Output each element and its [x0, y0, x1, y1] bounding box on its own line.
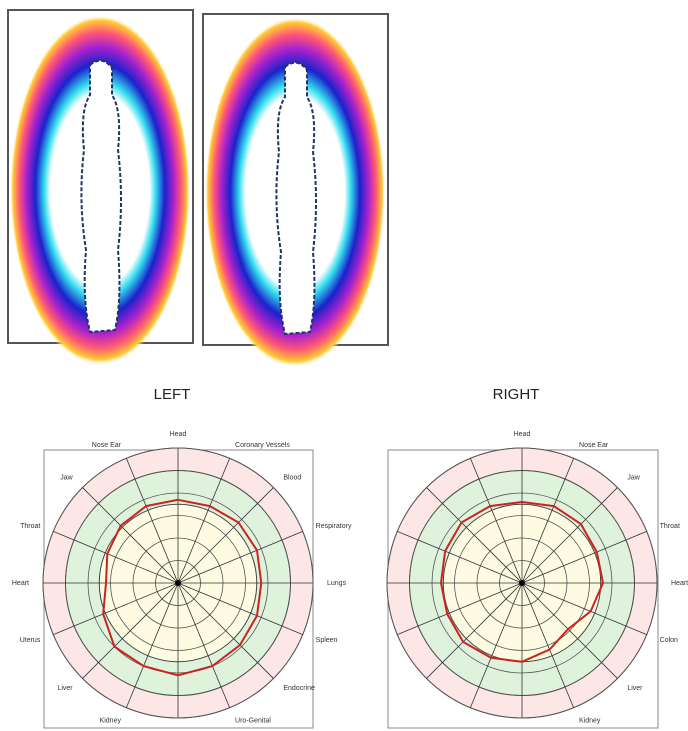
spoke: [125, 582, 179, 708]
category-label: Nose Ear: [92, 442, 122, 449]
spoke: [177, 582, 231, 708]
gdv-image-right: [202, 13, 389, 367]
category-label: Heart: [12, 580, 29, 587]
radar-chart: LEFT Head Coronary Vessels Blood Respiratory…: [12, 386, 352, 725]
category-label: Colon: [660, 637, 678, 644]
chart-title: RIGHT: [493, 386, 540, 403]
category-label: Jaw: [60, 474, 73, 481]
category-label: Jaw: [627, 474, 640, 481]
spoke: [521, 530, 647, 584]
category-label: Respiratory: [316, 523, 352, 530]
radar-chart: RIGHT Head Nose Ear Jaw Throat Heart Colon Live…: [386, 386, 688, 725]
spoke: [426, 582, 523, 679]
category-label: Head: [170, 431, 187, 438]
category-label: Kidney: [100, 718, 122, 725]
spoke: [177, 487, 274, 584]
category-label: Uterus: [20, 637, 41, 644]
spoke: [521, 458, 575, 584]
category-label: Kidney: [579, 718, 601, 725]
category-label: Heart: [671, 580, 688, 587]
spoke: [125, 458, 179, 584]
category-label: Endocrine: [283, 685, 315, 692]
spoke: [521, 582, 618, 679]
category-label: Head: [514, 431, 531, 438]
spoke: [82, 582, 179, 679]
spoke: [397, 582, 523, 636]
category-label: Lungs: [327, 580, 347, 587]
spoke: [521, 582, 575, 708]
spoke: [177, 458, 231, 584]
category-label: Throat: [660, 523, 680, 530]
spoke: [521, 487, 618, 584]
spoke: [177, 582, 303, 636]
category-label: Coronary Vessels: [235, 442, 290, 449]
chart-title: LEFT: [154, 386, 191, 403]
spoke: [469, 582, 523, 708]
category-label: Nose Ear: [579, 442, 609, 449]
category-label: Spleen: [316, 637, 338, 644]
center-dot: [175, 580, 181, 586]
spoke: [521, 582, 647, 636]
category-label: Liver: [627, 685, 643, 692]
spoke: [426, 487, 523, 584]
spoke: [397, 530, 523, 584]
category-label: Uro-Genital: [235, 718, 271, 725]
category-label: Blood: [283, 474, 301, 481]
value-polygon: [102, 498, 263, 677]
category-label: Liver: [57, 685, 73, 692]
spoke: [82, 487, 179, 584]
gdv-image-left: [7, 9, 194, 365]
spoke: [469, 458, 523, 584]
center-dot: [519, 580, 525, 586]
spoke: [177, 582, 274, 679]
spoke: [53, 582, 179, 636]
category-label: Throat: [20, 523, 40, 530]
value-polygon: [439, 500, 605, 663]
spoke: [177, 530, 303, 584]
spoke: [53, 530, 179, 584]
